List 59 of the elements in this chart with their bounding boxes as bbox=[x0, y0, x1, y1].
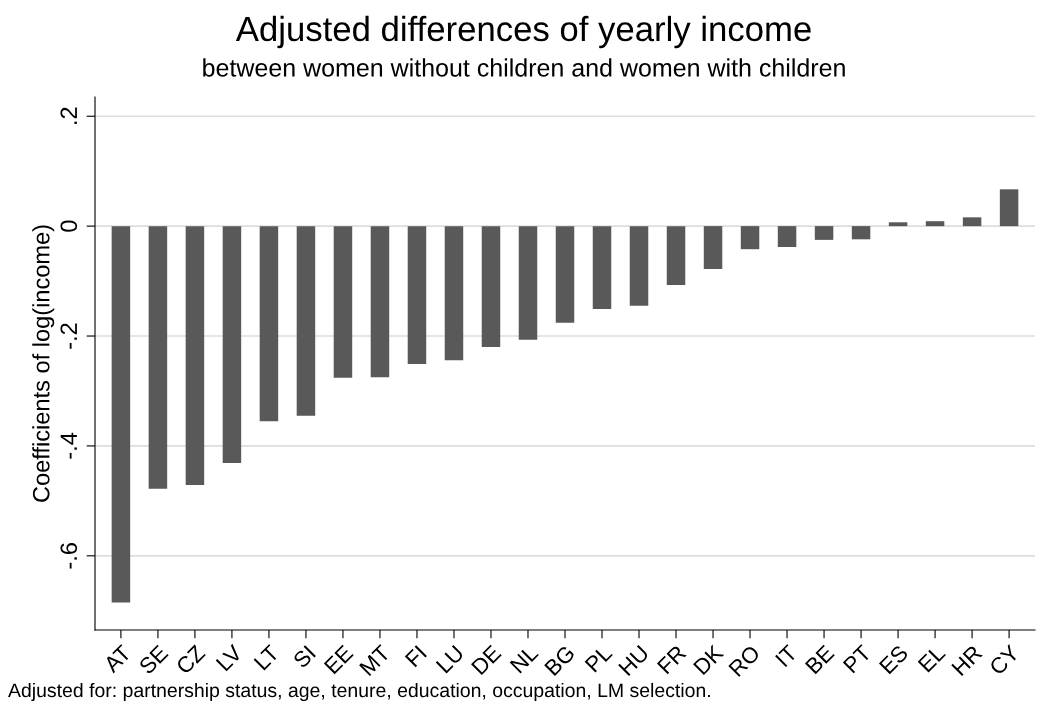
x-tick-label: EL bbox=[917, 644, 946, 673]
x-tick-label: LT bbox=[253, 644, 280, 671]
x-tick-label: FR bbox=[656, 644, 687, 675]
bar bbox=[185, 226, 205, 485]
bar bbox=[111, 226, 131, 603]
bar bbox=[999, 189, 1019, 227]
x-tick-label: LU bbox=[435, 644, 465, 674]
x-tick-label: NL bbox=[509, 644, 539, 674]
y-tick-label: -.6 bbox=[60, 543, 78, 569]
x-tick-label: PT bbox=[842, 644, 873, 674]
bar bbox=[814, 226, 834, 240]
bar bbox=[481, 226, 501, 348]
bar bbox=[259, 226, 279, 422]
chart-subtitle: between women without children and women with children bbox=[203, 58, 845, 77]
y-axis-title: Coefficients of log(income) bbox=[32, 225, 55, 502]
bar bbox=[851, 226, 871, 240]
bar bbox=[222, 226, 242, 463]
bar bbox=[148, 226, 168, 489]
x-tick-label: LV bbox=[215, 643, 244, 672]
x-tick-label: SE bbox=[138, 644, 169, 675]
bar bbox=[296, 226, 316, 416]
chart-title: Adjusted differences of yearly income bbox=[235, 15, 811, 49]
y-tick-label: .2 bbox=[60, 107, 77, 124]
bar bbox=[333, 226, 353, 378]
x-tick-label: HU bbox=[618, 644, 650, 677]
x-tick-label: FI bbox=[404, 645, 427, 668]
bar bbox=[888, 222, 908, 227]
x-tick-label: IT bbox=[775, 644, 799, 668]
bar bbox=[777, 226, 797, 248]
x-tick-label: PL bbox=[584, 644, 613, 673]
bar bbox=[370, 226, 390, 378]
y-tick-label: 0 bbox=[60, 220, 78, 232]
x-tick-label: DK bbox=[693, 643, 725, 676]
bar bbox=[407, 226, 427, 365]
bar bbox=[740, 226, 760, 250]
bar bbox=[592, 226, 612, 310]
x-tick-label: SI bbox=[292, 645, 317, 669]
x-tick-label: CY bbox=[988, 643, 1021, 676]
bar bbox=[444, 226, 464, 361]
text: Adjusted for: partnership status, age, tenure, education, occupation, LM selection. bbox=[8, 682, 710, 702]
y-tick-label: -.4 bbox=[60, 432, 77, 459]
bar bbox=[666, 226, 686, 285]
bar bbox=[629, 226, 649, 306]
x-tick-label: BE bbox=[804, 644, 835, 675]
x-tick-label: BG bbox=[544, 644, 576, 677]
bar bbox=[703, 226, 723, 269]
x-tick-label: CZ bbox=[175, 644, 206, 675]
x-tick-label: AT bbox=[102, 644, 132, 674]
y-tick-label: -.2 bbox=[60, 323, 77, 349]
x-tick-label: MT bbox=[359, 644, 391, 676]
x-tick-label: EE bbox=[323, 644, 354, 675]
x-tick-label: RO bbox=[728, 644, 761, 678]
bar bbox=[518, 226, 538, 340]
x-tick-label: ES bbox=[878, 644, 909, 675]
bar bbox=[555, 226, 575, 323]
bar bbox=[962, 217, 982, 227]
x-tick-label: HR bbox=[951, 644, 983, 676]
bar bbox=[925, 221, 945, 227]
x-tick-label: DE bbox=[471, 644, 502, 676]
